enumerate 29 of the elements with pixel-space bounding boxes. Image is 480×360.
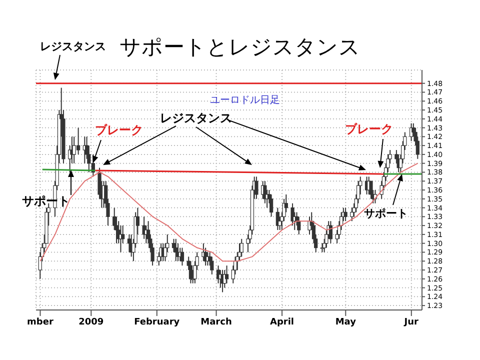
candlestick bbox=[240, 238, 244, 258]
x-tick-label: Jur bbox=[403, 317, 420, 328]
annotation: サポート bbox=[364, 207, 408, 220]
candlestick bbox=[270, 194, 274, 218]
annotation: ブレーク bbox=[345, 122, 393, 136]
annotation: レジスタンス bbox=[160, 111, 232, 125]
chart-title: サポートとレジスタンス bbox=[120, 35, 360, 59]
annotation: サポート bbox=[22, 194, 70, 208]
x-tick-label: 2009 bbox=[78, 317, 104, 328]
x-tick-label: mber bbox=[27, 317, 54, 328]
x-tick-label: February bbox=[134, 317, 180, 328]
x-tick-label: May bbox=[335, 317, 356, 328]
candlestick bbox=[188, 260, 193, 284]
candlestick bbox=[344, 207, 348, 222]
candlestick bbox=[174, 238, 178, 262]
candlestick bbox=[297, 216, 301, 235]
candlestick bbox=[328, 220, 332, 244]
candlestick bbox=[369, 180, 373, 200]
text: ユーロドル日足 bbox=[210, 95, 280, 106]
candlestick bbox=[290, 202, 294, 226]
text: レジスタンス bbox=[40, 40, 106, 53]
x-tick-label: April bbox=[270, 317, 294, 328]
annotation: ブレーク bbox=[95, 123, 143, 137]
candlestick bbox=[127, 234, 132, 253]
candlestick bbox=[210, 256, 214, 275]
candlestick bbox=[180, 247, 184, 266]
candlestick bbox=[224, 265, 229, 284]
x-tick-label: March bbox=[200, 317, 232, 328]
candlestick bbox=[350, 207, 354, 222]
